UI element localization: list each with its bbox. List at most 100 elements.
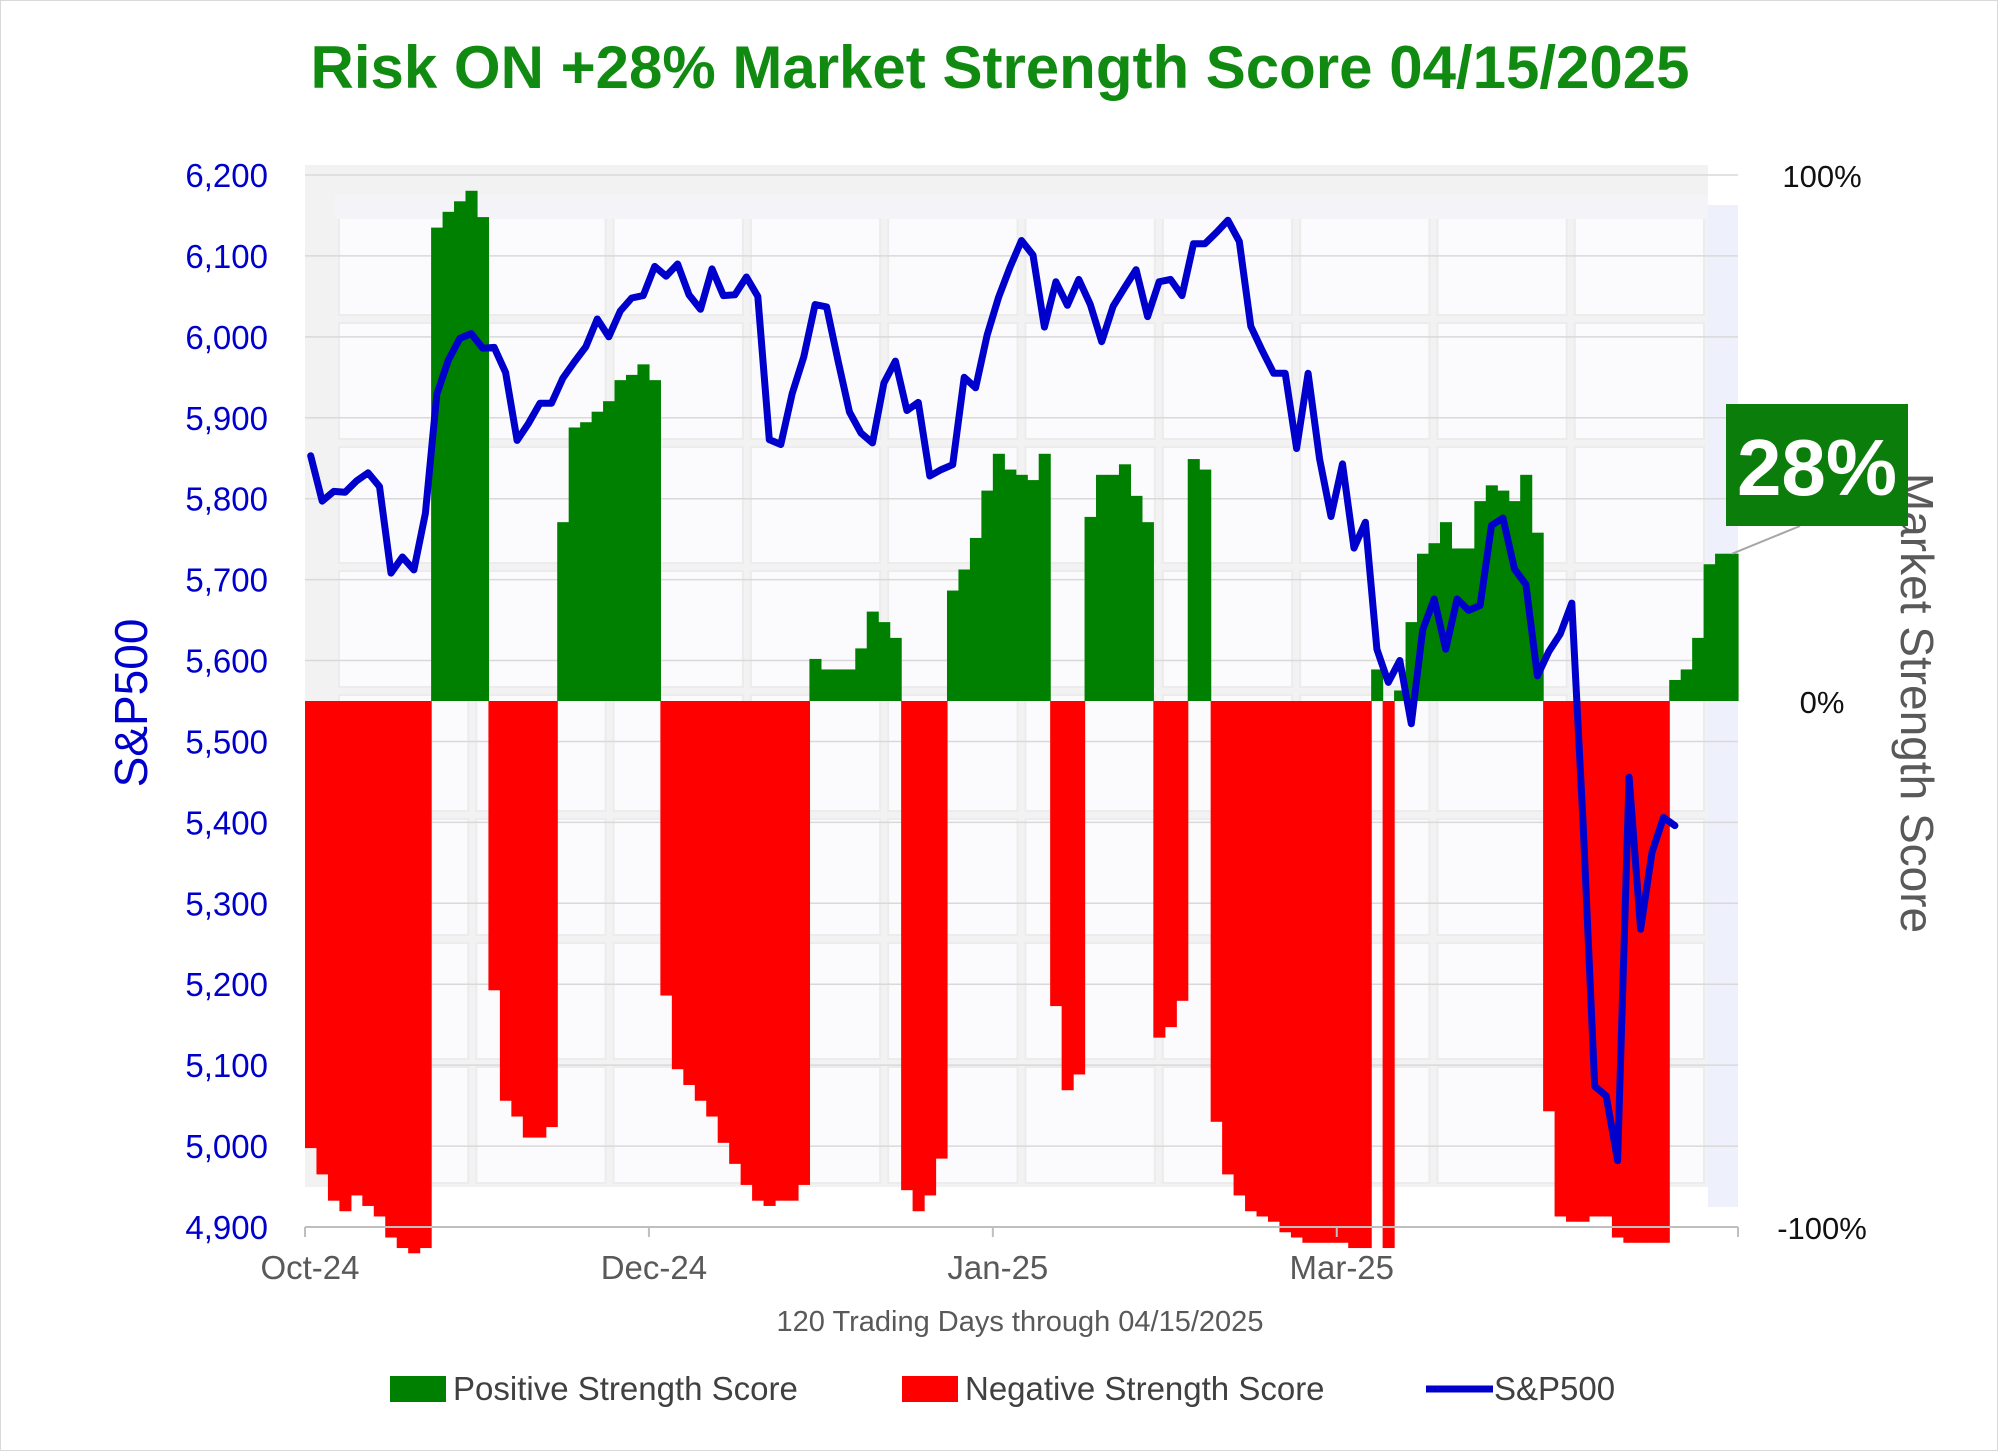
positive-score-bar (442, 211, 455, 701)
positive-score-bar (809, 658, 822, 701)
negative-score-bar (775, 701, 788, 1201)
negative-score-bar (1325, 701, 1338, 1243)
watermark-band (335, 195, 1708, 219)
x-tick-label: Dec-24 (601, 1249, 707, 1286)
positive-score-bar (1715, 553, 1728, 701)
y2-tick-label: 100% (1782, 159, 1861, 194)
y2-tick-label: 0% (1800, 685, 1845, 720)
negative-score-bar (327, 701, 340, 1201)
x-axis-label: 120 Trading Days through 04/15/2025 (777, 1306, 1264, 1338)
negative-score-bar (1646, 701, 1659, 1243)
positive-score-bar (1027, 480, 1040, 701)
positive-score-bar (603, 401, 616, 701)
positive-score-bar (1096, 474, 1109, 701)
chart-title: Risk ON +28% Market Strength Score 04/15… (310, 34, 1689, 101)
negative-score-bar (350, 701, 363, 1196)
positive-score-bar (1118, 464, 1132, 701)
sp500-line (307, 216, 1679, 1165)
negative-score-bar (1302, 701, 1315, 1243)
watermark-tile (749, 446, 882, 564)
positive-score-bar (1130, 495, 1143, 701)
positive-score-bar (992, 453, 1005, 701)
watermark-tile (1024, 942, 1156, 1060)
y-tick-label: 5,800 (185, 481, 268, 518)
negative-score-bar (901, 701, 914, 1191)
positive-score-bar (1508, 501, 1521, 701)
legend-positive-label: Positive Strength Score (453, 1370, 798, 1407)
watermark-edge (1708, 205, 1738, 1207)
positive-score-bar (1669, 679, 1682, 701)
positive-score-bar (878, 622, 891, 701)
negative-score-bar (488, 701, 501, 991)
negative-score-bar (935, 701, 948, 1159)
negative-score-bar (1279, 701, 1292, 1233)
negative-score-bar (1348, 701, 1361, 1249)
negative-score-bar (1382, 701, 1395, 1249)
negative-score-bar (1176, 701, 1189, 1001)
positive-score-bar (969, 537, 982, 701)
y-axis-label: S&P500 (105, 619, 157, 788)
positive-score-bar (958, 569, 971, 701)
negative-score-bar (1073, 701, 1086, 1075)
positive-score-bar (580, 422, 593, 701)
positive-score-bar (889, 637, 902, 701)
watermark-tile (1024, 694, 1156, 812)
watermark-tile (1024, 322, 1156, 440)
positive-score-bar (1141, 522, 1154, 701)
negative-score-bar (408, 701, 421, 1254)
positive-score-bar (1394, 690, 1407, 701)
positive-score-bar (1462, 548, 1475, 701)
positive-score-bar (1485, 485, 1498, 701)
negative-score-bar (763, 701, 776, 1206)
negative-score-bar (740, 701, 753, 1185)
negative-score-bar (786, 701, 799, 1201)
negative-score-bar (1359, 701, 1372, 1249)
positive-score-bar (476, 217, 490, 701)
positive-score-bar (946, 590, 960, 701)
positive-score-bar (1451, 548, 1464, 701)
score-badge-text: 28% (1737, 423, 1897, 512)
positive-score-bar (1199, 469, 1212, 701)
positive-score-bar (1439, 522, 1452, 701)
negative-score-bar (706, 701, 719, 1117)
negative-score-bar (1554, 701, 1567, 1217)
y-tick-label: 6,100 (185, 238, 268, 275)
watermark-tile (887, 322, 1019, 440)
negative-score-bar (671, 701, 684, 1070)
negative-score-bar (729, 701, 742, 1164)
x-axis-ticks: Oct-24 Dec-24 Jan-25 Mar-25 (260, 1227, 1739, 1286)
positive-score-bar (1371, 669, 1384, 701)
negative-score-bar (694, 701, 707, 1101)
legend-negative-label: Negative Strength Score (965, 1370, 1325, 1407)
negative-score-bar (511, 701, 524, 1117)
watermark-tile (1299, 322, 1431, 440)
negative-score-bar (522, 701, 535, 1138)
positive-score-bar (820, 669, 833, 701)
watermark-tile (1024, 1066, 1156, 1184)
negative-score-bar (924, 701, 937, 1196)
watermark-tile (1161, 570, 1294, 688)
watermark-tile (1573, 446, 1705, 564)
negative-score-bar (385, 701, 398, 1238)
y-tick-label: 5,400 (185, 804, 268, 841)
positive-score-bar (1680, 669, 1693, 701)
positive-score-bar (557, 522, 570, 701)
y2-tick-label: -100% (1777, 1211, 1867, 1246)
negative-score-bar (1222, 701, 1235, 1175)
positive-score-bar (454, 201, 467, 702)
negative-score-bar (797, 701, 811, 1185)
negative-score-bar (1210, 701, 1223, 1122)
positive-score-bar (1703, 564, 1716, 701)
positive-score-bar (843, 669, 856, 701)
negative-score-bar (316, 701, 329, 1175)
y-tick-label: 5,000 (185, 1128, 268, 1165)
negative-score-bar (419, 701, 432, 1249)
legend-negative-swatch (902, 1376, 958, 1402)
badge-leader-line (1731, 525, 1801, 555)
strength-score-bars (305, 190, 1739, 1254)
positive-score-bar (855, 648, 868, 701)
watermark-tile (1161, 446, 1294, 564)
negative-score-bar (1245, 701, 1258, 1212)
